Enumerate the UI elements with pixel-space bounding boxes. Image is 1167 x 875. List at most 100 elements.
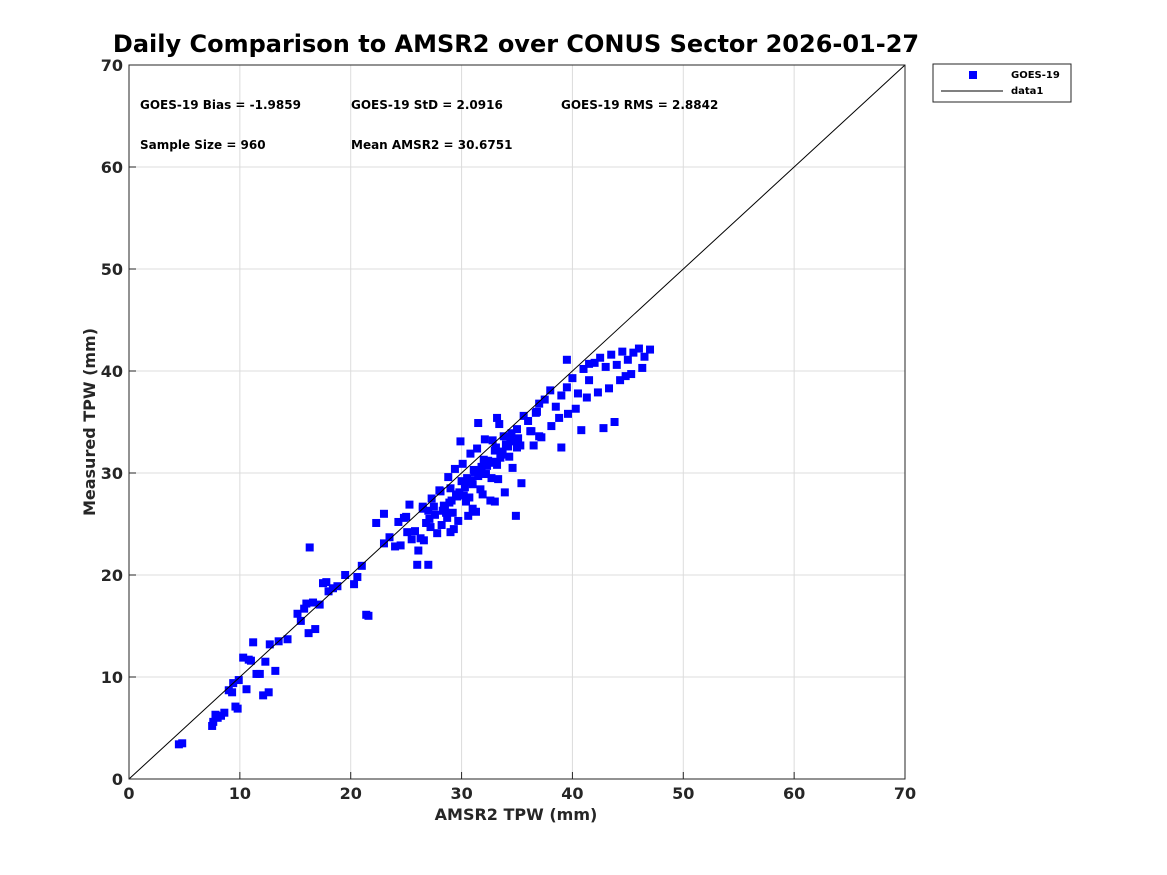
sample-size-annotation: Sample Size = 960	[140, 138, 266, 152]
data-point	[328, 584, 337, 593]
data-point	[629, 348, 638, 357]
data-point	[405, 500, 414, 509]
data-point	[568, 374, 577, 383]
data-point	[418, 502, 427, 511]
y-tick-label: 10	[101, 668, 123, 687]
data-point	[364, 611, 373, 620]
data-point	[433, 529, 442, 538]
data-point	[488, 436, 497, 445]
data-point	[459, 491, 468, 500]
data-point	[385, 533, 394, 542]
data-point	[563, 409, 572, 418]
data-point	[551, 402, 560, 411]
data-point	[448, 508, 457, 517]
x-tick-label: 70	[894, 784, 916, 803]
data-point	[507, 429, 516, 438]
y-tick-label: 50	[101, 260, 123, 279]
chart-title: Daily Comparison to AMSR2 over CONUS Sec…	[113, 30, 919, 58]
data-point	[535, 432, 544, 441]
data-point	[293, 609, 302, 618]
data-point	[413, 560, 422, 569]
data-point	[529, 441, 538, 450]
data-point	[271, 666, 280, 675]
rms-annotation: GOES-19 RMS = 2.8842	[561, 98, 718, 112]
data-point	[479, 455, 488, 464]
data-point	[599, 424, 608, 433]
data-point	[353, 573, 362, 582]
data-point	[593, 388, 602, 397]
data-point	[456, 437, 465, 446]
data-point	[494, 475, 503, 484]
data-point	[430, 510, 439, 519]
data-point	[427, 494, 436, 503]
y-tick-label: 60	[101, 158, 123, 177]
x-tick-label: 30	[450, 784, 472, 803]
data-point	[379, 539, 388, 548]
data-point	[505, 452, 514, 461]
data-point	[443, 513, 452, 522]
data-point	[439, 501, 448, 510]
x-tick-label: 60	[783, 784, 805, 803]
data-point	[638, 363, 647, 372]
data-point	[462, 497, 471, 506]
data-point	[445, 498, 454, 507]
data-points	[174, 344, 655, 749]
data-point	[535, 399, 544, 408]
data-point	[579, 364, 588, 373]
data-point	[403, 528, 412, 537]
data-point	[255, 669, 264, 678]
data-point	[546, 386, 555, 395]
data-point	[605, 384, 614, 393]
data-point	[220, 708, 229, 717]
reference-line-data1	[128, 64, 906, 780]
data-point	[242, 685, 251, 694]
data-point	[304, 629, 313, 638]
data-point	[517, 479, 526, 488]
data-point	[357, 561, 366, 570]
data-point	[634, 344, 643, 353]
data-point	[486, 496, 495, 505]
data-point	[455, 488, 464, 497]
data-point	[315, 600, 324, 609]
y-axis-label: Measured TPW (mm)	[80, 328, 99, 516]
data-point	[610, 418, 619, 426]
data-point	[491, 443, 500, 452]
data-point	[524, 416, 533, 425]
data-point	[473, 444, 482, 453]
data-point	[532, 407, 541, 416]
data-point	[467, 476, 476, 485]
data-point	[422, 518, 431, 527]
data-point	[460, 483, 469, 492]
data-point	[540, 395, 549, 404]
data-point	[429, 502, 438, 511]
axis-ticks: 0 10 20 30 40 50 60 70 0 10 20 30 40 50 60 70	[101, 56, 916, 803]
data-point	[480, 435, 489, 444]
data-point	[475, 470, 484, 479]
data-point	[601, 362, 610, 371]
data-point	[557, 391, 566, 400]
data-point	[424, 560, 433, 569]
data-point	[324, 587, 333, 596]
legend-entry-data1: data1	[1011, 86, 1043, 97]
data-point	[372, 518, 381, 527]
data-point	[585, 359, 594, 368]
data-point	[500, 488, 509, 497]
data-point	[526, 427, 535, 436]
x-tick-label: 40	[561, 784, 583, 803]
data-point	[484, 456, 493, 465]
data-point	[424, 506, 433, 515]
data-point	[621, 372, 630, 381]
data-point	[426, 523, 435, 532]
data-point	[557, 443, 566, 452]
data-point	[499, 432, 508, 441]
data-point	[497, 450, 506, 459]
data-point	[465, 493, 474, 502]
data-point	[322, 578, 331, 587]
legend-box	[932, 63, 1072, 103]
data-point	[407, 535, 416, 544]
y-tick-label: 30	[101, 464, 123, 483]
data-point	[514, 434, 523, 443]
legend-marker-square-icon	[969, 71, 977, 79]
data-point	[469, 465, 478, 474]
data-point	[300, 604, 309, 613]
